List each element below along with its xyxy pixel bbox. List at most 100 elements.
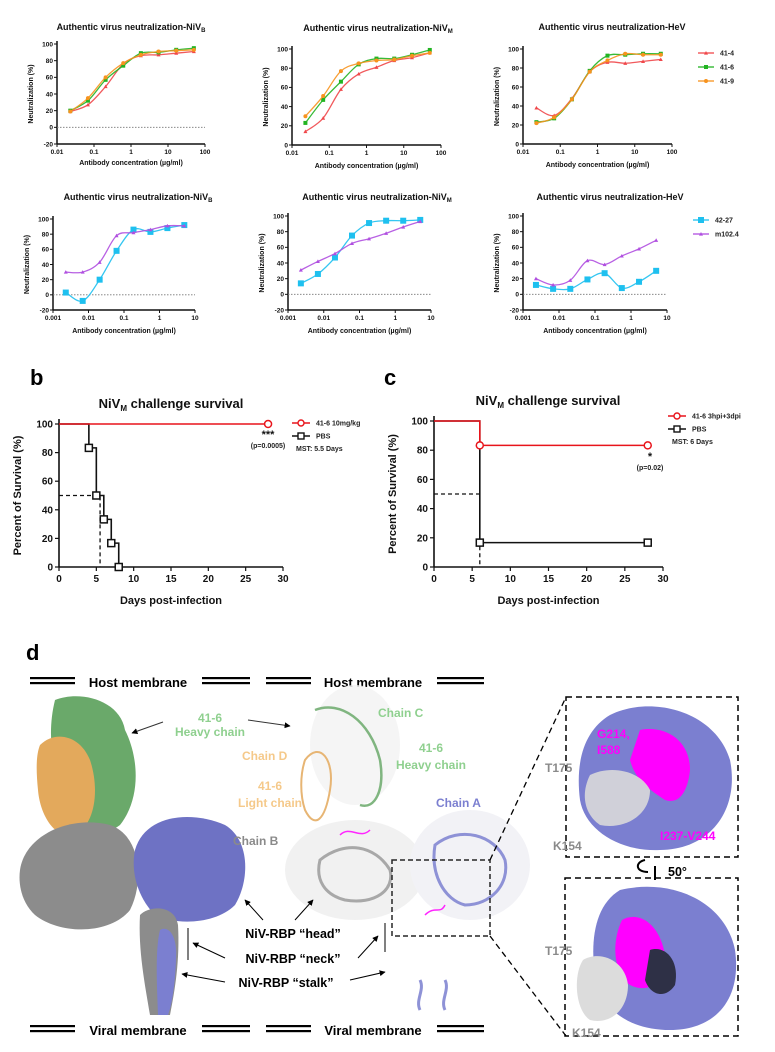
y-tick-label: 0	[45, 292, 49, 299]
y-tick-label: 60	[512, 84, 520, 91]
data-point	[636, 278, 643, 285]
data-point	[321, 94, 326, 99]
label-t175: T175	[545, 761, 573, 775]
median-line	[434, 493, 481, 567]
y-tick-label: 40	[281, 104, 289, 111]
legend-item: PBS	[668, 425, 707, 434]
y-tick-label: 40	[417, 504, 429, 515]
legend-item: 41-4	[698, 51, 734, 58]
legend-label: 41-6 3hpi+3dpi	[692, 414, 741, 421]
legend-marker	[673, 425, 681, 433]
data-point	[366, 220, 373, 227]
data-point	[704, 65, 708, 69]
label-k154: K154	[553, 839, 582, 853]
data-point	[532, 281, 539, 288]
x-tick-label: 10	[191, 315, 199, 322]
data-point	[699, 232, 703, 236]
x-tick-label: 0.01	[51, 149, 64, 156]
series-41-6	[303, 47, 432, 125]
mst-label: MST: 6 Days	[672, 439, 713, 446]
svg-text:Host membrane: Host membrane	[89, 675, 187, 690]
neutralization-chart: -20 0 20 40 60 80 100 0.01 0.1 1 10 100 Antibody con…	[28, 41, 211, 167]
data-point	[303, 114, 308, 119]
legend-marker	[297, 419, 305, 427]
fit-curve	[536, 52, 661, 124]
y-axis-label: Neutralization (%)	[494, 233, 501, 292]
chart-title: Authentic virus neutralization-HeV	[536, 192, 683, 202]
y-tick-label: 80	[42, 231, 50, 238]
p-value: (p=0.02)	[637, 465, 664, 472]
data-point	[147, 228, 154, 235]
survival-chart: 0 20 40 60 80 100 0 5 10 15 20 25 30 Days post-infect…	[387, 412, 741, 607]
epitope-zoom-bottom: T175 K154	[545, 877, 739, 1040]
viral-membrane-left: Viral membrane	[30, 1023, 250, 1038]
y-axis-label: Neutralization (%)	[494, 67, 501, 126]
panel-label-c: c	[384, 365, 396, 390]
significance-stars: *	[648, 451, 653, 463]
y-tick-label: 60	[277, 245, 285, 252]
x-tick-label: 25	[240, 574, 252, 585]
x-tick-label: 0.01	[82, 315, 95, 322]
x-tick-label: 15	[165, 574, 177, 585]
label-heavy-chain-left: 41-6 Heavy chain	[175, 711, 245, 739]
legend-item: 41-6 10mg/kg	[292, 419, 360, 428]
y-tick-label: 100	[508, 213, 519, 220]
median-line	[59, 494, 101, 567]
x-tick-label: 10	[631, 149, 639, 156]
chart-title: Authentic virus neutralization-NiVM	[303, 23, 453, 35]
y-tick-label: 100	[411, 417, 428, 428]
data-point	[637, 246, 642, 251]
data-point	[164, 225, 171, 232]
legend-item: PBS	[292, 432, 331, 441]
legend-label: 41-6 10mg/kg	[316, 421, 360, 428]
fit-curve	[536, 58, 661, 117]
label-stalk: NiV-RBP “stalk”	[239, 976, 334, 990]
label-chain-b: Chain B	[233, 834, 279, 848]
y-tick-label: 60	[46, 75, 54, 82]
data-point	[618, 285, 625, 292]
data-point	[121, 61, 126, 66]
data-point	[165, 223, 170, 228]
x-tick-label: 0.001	[280, 315, 297, 322]
fit-curve	[536, 53, 661, 123]
y-tick-label: 20	[42, 534, 54, 545]
y-tick-label: 20	[46, 108, 54, 115]
x-tick-label: 0.01	[553, 315, 566, 322]
density-map	[19, 696, 246, 1015]
x-tick-label: 0.1	[590, 315, 599, 322]
y-tick-label: 60	[417, 475, 429, 486]
y-tick-label: -20	[40, 307, 50, 314]
x-tick-label: 10	[128, 574, 140, 585]
data-point	[114, 233, 119, 238]
fit-curve	[65, 224, 185, 274]
x-tick-label: 1	[129, 149, 133, 156]
data-point	[400, 217, 407, 224]
p-value: (p=0.0005)	[251, 443, 285, 450]
y-tick-label: 100	[277, 46, 288, 53]
y-tick-label: 20	[512, 122, 520, 129]
data-point	[103, 84, 108, 89]
data-point	[641, 52, 646, 57]
event-point	[99, 515, 109, 524]
x-tick-label: 5	[469, 574, 475, 585]
x-axis-label: Antibody concentration (µg/ml)	[308, 328, 412, 335]
y-tick-label: 100	[38, 216, 49, 223]
data-point	[658, 52, 663, 57]
legend-item: 41-6 3hpi+3dpi	[668, 412, 741, 421]
series-PBS	[434, 420, 652, 547]
data-point	[551, 282, 556, 287]
data-point	[113, 247, 120, 254]
y-tick-label: 60	[42, 477, 54, 488]
y-axis-label: Percent of Survival (%)	[12, 435, 24, 555]
data-point	[321, 97, 326, 102]
y-tick-label: 20	[281, 123, 289, 130]
data-point	[567, 285, 574, 292]
x-tick-label: 0.1	[355, 315, 364, 322]
data-point	[374, 58, 379, 63]
data-point	[174, 48, 179, 53]
data-point	[331, 254, 338, 261]
charts-layer: -20 0 20 40 60 80 100 0.01 0.1 1 10 100 Antibody con…	[12, 41, 741, 607]
rotation-indicator: 50°	[636, 859, 687, 880]
data-point	[418, 219, 423, 224]
x-tick-label: 20	[203, 574, 215, 585]
